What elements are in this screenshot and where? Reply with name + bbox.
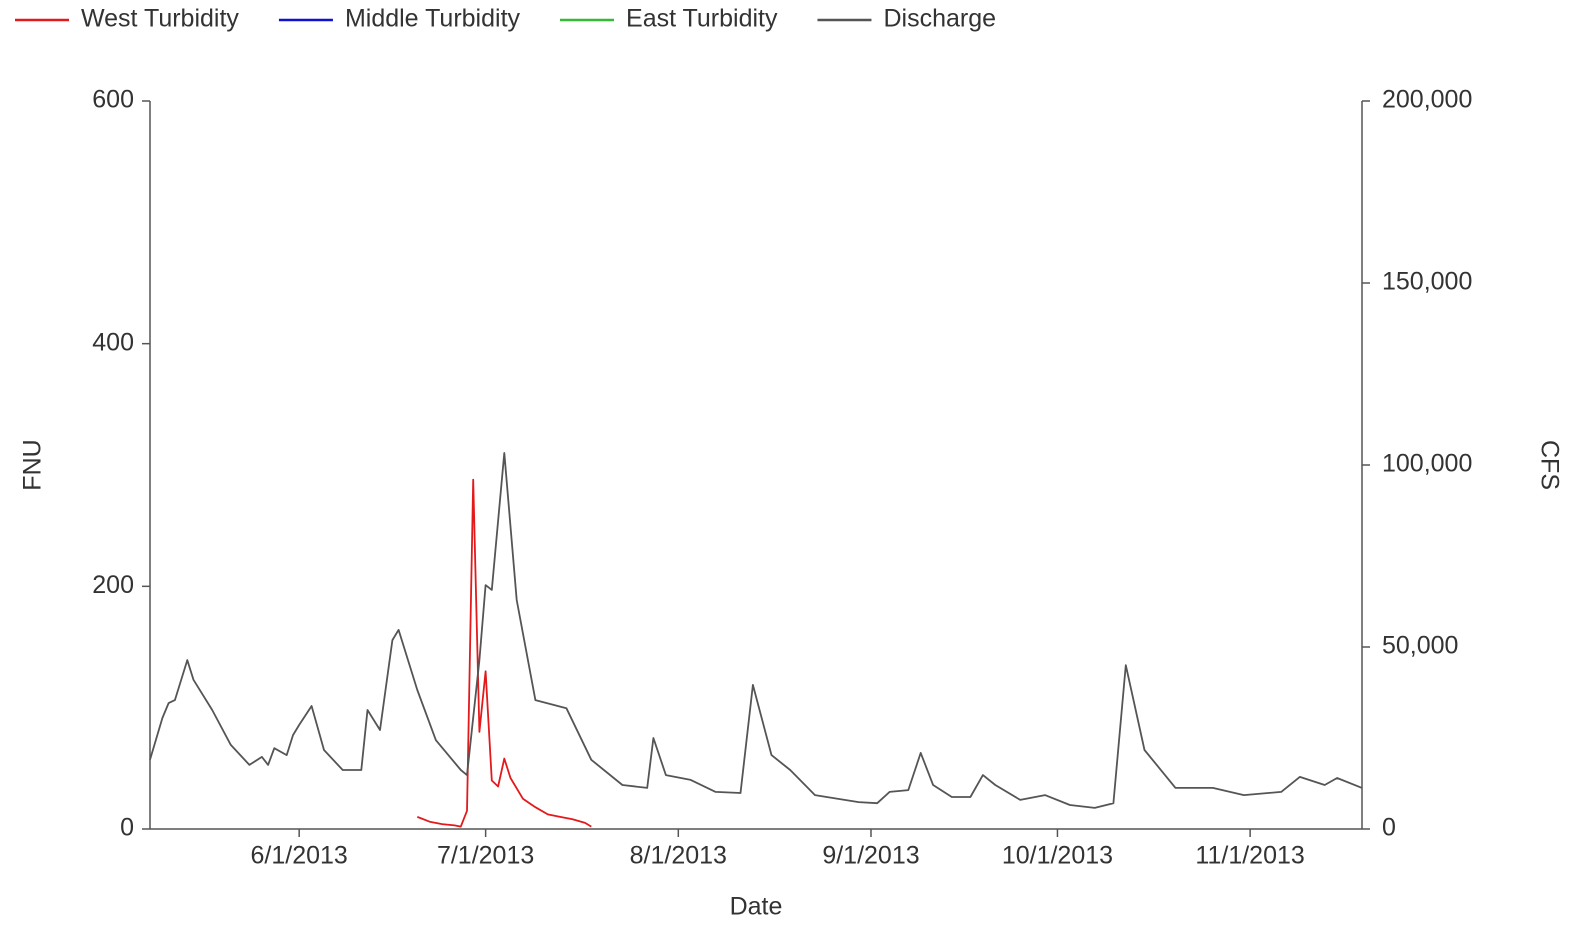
- y-tick-label: 600: [92, 86, 134, 114]
- y2-axis-title: CFS: [1535, 440, 1563, 490]
- x-tick-label: 11/1/2013: [1195, 842, 1304, 870]
- y2-tick-label: 100,000: [1382, 450, 1472, 478]
- y2-tick-label: 0: [1382, 814, 1396, 842]
- y2-tick-label: 200,000: [1382, 86, 1472, 114]
- legend-label: East Turbidity: [626, 5, 778, 33]
- y-axis-title: FNU: [19, 439, 47, 490]
- legend-label: West Turbidity: [81, 5, 239, 33]
- y2-tick-label: 150,000: [1382, 268, 1472, 296]
- y-tick-label: 0: [120, 814, 134, 842]
- legend-label: Discharge: [883, 5, 996, 33]
- y2-tick-label: 50,000: [1382, 632, 1458, 660]
- series-line: [149, 452, 1363, 809]
- y-tick-label: 200: [92, 571, 134, 599]
- x-tick-label: 9/1/2013: [822, 842, 919, 870]
- x-tick-label: 10/1/2013: [1002, 842, 1113, 870]
- legend-label: Middle Turbidity: [345, 5, 521, 33]
- x-tick-label: 6/1/2013: [251, 842, 348, 870]
- x-tick-label: 7/1/2013: [437, 842, 534, 870]
- series-line: [416, 478, 592, 828]
- x-tick-label: 8/1/2013: [630, 842, 727, 870]
- x-axis-title: Date: [730, 893, 783, 921]
- y-tick-label: 400: [92, 328, 134, 356]
